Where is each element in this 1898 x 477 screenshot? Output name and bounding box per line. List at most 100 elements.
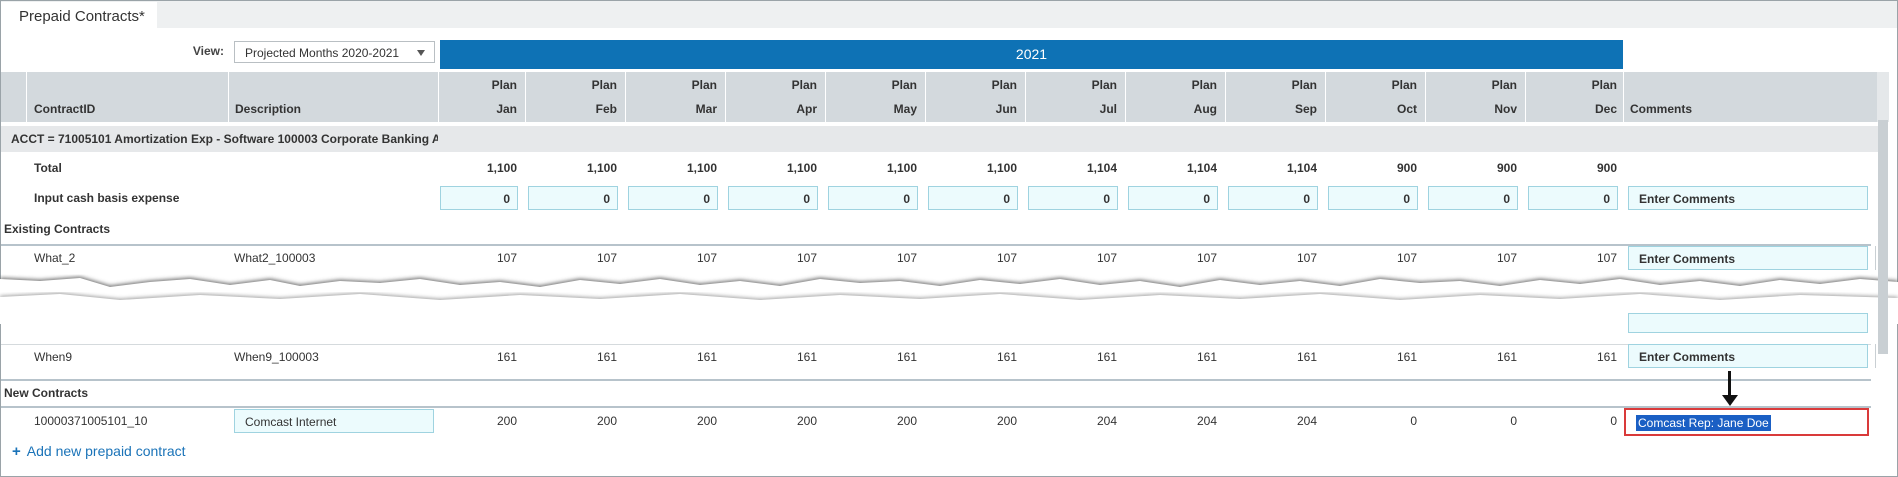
col-month-nov[interactable]: Nov [1494,102,1517,116]
view-select[interactable]: Projected Months 2020-2021 [234,41,435,63]
amount-cell: 204 [1196,414,1217,428]
comments-input-highlighted[interactable]: Comcast Rep: Jane Doe [1624,408,1869,436]
column-separator [438,72,439,122]
amount-cell: 107 [896,251,917,265]
col-plan-8[interactable]: Plan [1291,78,1317,92]
cash-expense-input[interactable]: 0 [1428,186,1518,210]
row-edge [1875,344,1878,368]
column-separator [1525,72,1526,122]
section-divider [1,406,1871,408]
amount-cell: 200 [696,414,717,428]
torn-edge-divider [0,276,1898,324]
plus-icon: + [12,443,21,460]
col-month-may[interactable]: May [893,102,917,116]
cash-expense-input[interactable]: 0 [440,186,518,210]
contract-id: What_2 [34,251,76,265]
total-value: 1,104 [1186,161,1217,175]
tab-prepaid-contracts[interactable]: Prepaid Contracts* [1,2,157,29]
cash-expense-input[interactable]: 0 [928,186,1018,210]
amount-cell: 161 [1296,350,1317,364]
total-value: 900 [1596,161,1617,175]
column-separator [825,72,826,122]
col-month-feb[interactable]: Feb [595,102,617,116]
amount-cell: 107 [1096,251,1117,265]
amount-cell: 204 [1096,414,1117,428]
column-separator [228,72,229,122]
col-plan-2[interactable]: Plan [691,78,717,92]
chevron-down-icon [417,50,425,56]
contract-description: What2_100003 [234,251,316,265]
total-value: 1,100 [786,161,817,175]
col-month-jun[interactable]: Jun [995,102,1017,116]
total-value: 1,100 [986,161,1017,175]
total-value: 1,104 [1086,161,1117,175]
col-contractid[interactable]: ContractID [34,102,96,116]
amount-cell: 107 [1296,251,1317,265]
amount-cell: 161 [496,350,517,364]
col-description[interactable]: Description [235,102,302,116]
amount-cell: 161 [696,350,717,364]
cash-expense-input[interactable]: 0 [628,186,718,210]
col-plan-5[interactable]: Plan [991,78,1017,92]
comments-input-partial[interactable] [1628,313,1868,333]
cash-expense-input[interactable]: 0 [1228,186,1318,210]
col-plan-10[interactable]: Plan [1491,78,1517,92]
cash-expense-input[interactable]: 0 [1128,186,1218,210]
col-month-jul[interactable]: Jul [1099,102,1117,116]
cash-expense-input[interactable]: 0 [728,186,818,210]
selected-comment-text: Comcast Rep: Jane Doe [1636,415,1771,431]
col-plan-6[interactable]: Plan [1091,78,1117,92]
comments-input[interactable]: Enter Comments [1628,344,1868,368]
col-month-mar[interactable]: Mar [695,102,717,116]
amount-cell: 161 [596,350,617,364]
description-input[interactable]: Comcast Internet [234,409,434,433]
comments-input[interactable]: Enter Comments [1628,186,1868,210]
add-contract-link[interactable]: + Add new prepaid contract [12,443,186,460]
total-value: 1,100 [586,161,617,175]
row-divider [1,344,1871,345]
column-separator [625,72,626,122]
total-value: 1,100 [886,161,917,175]
col-plan-11[interactable]: Plan [1591,78,1617,92]
section-new: New Contracts [1,386,1871,414]
cash-expense-input[interactable]: 0 [828,186,918,210]
comments-input[interactable]: Enter Comments [1628,246,1868,270]
col-plan-0[interactable]: Plan [491,78,517,92]
amount-cell: 107 [1496,251,1517,265]
col-plan-1[interactable]: Plan [591,78,617,92]
view-select-value: Projected Months 2020-2021 [245,46,400,60]
column-separator [1225,72,1226,122]
input-cash-label: Input cash basis expense [34,191,180,205]
col-month-apr[interactable]: Apr [796,102,817,116]
amount-cell: 107 [1596,251,1617,265]
year-header: 2021 [440,40,1623,69]
col-month-oct[interactable]: Oct [1396,102,1417,116]
amount-cell: 200 [796,414,817,428]
callout-arrow [1728,371,1731,397]
scrollbar-track[interactable] [1877,72,1889,122]
col-month-jan[interactable]: Jan [496,102,517,116]
amount-cell: 200 [996,414,1017,428]
total-value: 900 [1496,161,1517,175]
amount-cell: 107 [596,251,617,265]
column-separator [1025,72,1026,122]
col-plan-9[interactable]: Plan [1391,78,1417,92]
cash-expense-input[interactable]: 0 [1328,186,1418,210]
col-plan-3[interactable]: Plan [791,78,817,92]
total-value: 1,100 [686,161,717,175]
amount-cell: 107 [1196,251,1217,265]
col-plan-7[interactable]: Plan [1191,78,1217,92]
col-comments[interactable]: Comments [1630,102,1693,116]
column-separator [925,72,926,122]
vertical-scrollbar[interactable] [1878,120,1888,354]
cash-expense-input[interactable]: 0 [1028,186,1118,210]
amount-cell: 107 [796,251,817,265]
cash-expense-input[interactable]: 0 [1528,186,1618,210]
column-separator [1425,72,1426,122]
cash-expense-input[interactable]: 0 [528,186,618,210]
amount-cell: 200 [896,414,917,428]
col-month-dec[interactable]: Dec [1594,102,1617,116]
col-month-aug[interactable]: Aug [1193,102,1217,116]
col-month-sep[interactable]: Sep [1294,102,1317,116]
col-plan-4[interactable]: Plan [891,78,917,92]
